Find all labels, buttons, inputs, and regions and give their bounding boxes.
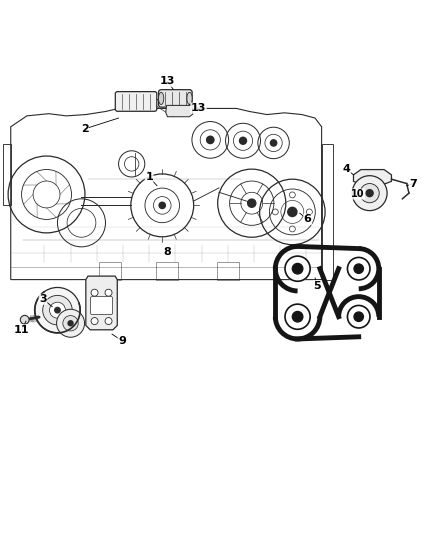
Circle shape xyxy=(55,308,60,313)
Circle shape xyxy=(42,295,72,325)
Circle shape xyxy=(105,289,112,296)
Circle shape xyxy=(49,302,65,318)
Circle shape xyxy=(354,312,364,321)
Text: 11: 11 xyxy=(14,325,29,335)
Circle shape xyxy=(285,304,310,329)
Text: 10: 10 xyxy=(351,189,364,199)
Text: 13: 13 xyxy=(191,103,206,113)
Text: 5: 5 xyxy=(314,281,321,290)
Circle shape xyxy=(360,183,379,203)
Circle shape xyxy=(292,311,303,322)
Circle shape xyxy=(207,136,214,143)
Text: 13: 13 xyxy=(160,76,175,86)
Text: 2: 2 xyxy=(81,124,88,134)
Text: 4: 4 xyxy=(343,164,350,174)
Circle shape xyxy=(247,199,256,207)
Circle shape xyxy=(347,305,370,328)
Circle shape xyxy=(68,321,73,326)
Circle shape xyxy=(57,309,85,337)
Ellipse shape xyxy=(187,92,192,104)
Text: 3: 3 xyxy=(39,294,47,304)
Text: 8: 8 xyxy=(164,247,171,257)
Text: 7: 7 xyxy=(410,179,417,189)
Circle shape xyxy=(270,140,277,146)
Circle shape xyxy=(91,318,98,325)
Circle shape xyxy=(159,202,166,208)
Circle shape xyxy=(105,318,112,325)
Ellipse shape xyxy=(159,92,164,104)
Circle shape xyxy=(366,190,373,197)
Text: 9: 9 xyxy=(118,336,126,346)
Circle shape xyxy=(35,287,80,333)
Polygon shape xyxy=(86,276,117,330)
Circle shape xyxy=(288,207,297,216)
Circle shape xyxy=(352,176,387,211)
Polygon shape xyxy=(353,169,392,184)
Circle shape xyxy=(347,257,370,280)
FancyBboxPatch shape xyxy=(159,90,192,107)
FancyBboxPatch shape xyxy=(115,92,157,111)
Circle shape xyxy=(91,289,98,296)
Circle shape xyxy=(20,316,29,324)
Text: 1: 1 xyxy=(145,172,153,182)
FancyBboxPatch shape xyxy=(91,297,113,314)
Text: 6: 6 xyxy=(304,214,311,224)
Polygon shape xyxy=(166,106,193,117)
Circle shape xyxy=(354,264,364,273)
Circle shape xyxy=(63,316,78,331)
Circle shape xyxy=(285,256,310,281)
Circle shape xyxy=(240,138,247,144)
Circle shape xyxy=(292,263,303,274)
